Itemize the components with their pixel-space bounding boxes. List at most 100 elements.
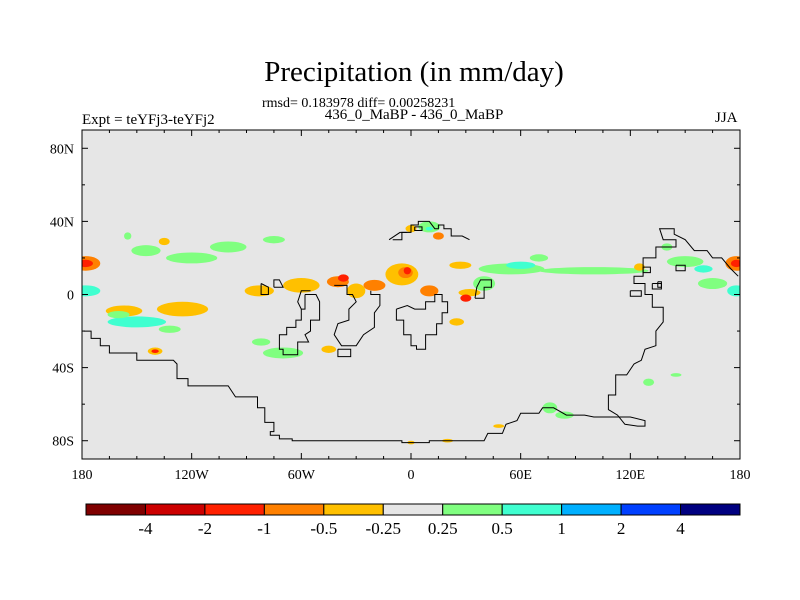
case-label: 436_0_MaBP - 436_0_MaBP	[324, 107, 504, 123]
coastline	[392, 220, 470, 241]
anomaly-region	[529, 254, 549, 262]
anomaly-region	[251, 338, 271, 346]
colorbar-label: 2	[617, 519, 626, 538]
anomaly-region	[321, 345, 337, 353]
coastline	[474, 279, 492, 299]
colorbar-box	[620, 503, 682, 516]
y-axis: 80N 40N 0 40S 80S	[50, 142, 740, 450]
anomaly-region	[283, 278, 320, 293]
coastline	[297, 290, 311, 310]
anomaly-region	[449, 318, 465, 326]
x-axis: 180 120W 60W 0 60E 120E 180	[72, 130, 751, 483]
coastline	[273, 279, 284, 288]
anomaly-region	[449, 261, 472, 269]
anomaly-region	[209, 241, 247, 253]
anomaly-region	[403, 267, 411, 275]
anomaly-region	[666, 256, 704, 268]
anomaly-region	[124, 232, 132, 240]
colorbar-label: 4	[676, 519, 685, 538]
anomaly-region	[670, 373, 682, 377]
coastline	[337, 348, 352, 358]
anomaly-region	[538, 267, 649, 275]
anomaly-region	[730, 259, 740, 268]
anomaly-region	[506, 261, 536, 269]
rmsd-diff-subtitle: rmsd= 0.183978 diff= 0.00258231	[262, 96, 456, 111]
coastline	[651, 283, 662, 290]
anomaly-region	[158, 325, 181, 333]
y-tick-label: 40N	[50, 215, 74, 230]
x-tick-label: 180	[730, 468, 751, 483]
colorbar-label: 0.5	[492, 519, 513, 538]
coastline	[657, 281, 662, 288]
anomaly-region	[82, 285, 101, 297]
x-tick-label: 180	[72, 468, 93, 483]
coastline	[642, 266, 651, 274]
anomaly-region	[166, 252, 218, 264]
anomaly-region	[107, 310, 130, 319]
anomaly-regions	[82, 221, 740, 445]
colorbar-box	[442, 503, 503, 516]
coastline	[395, 294, 449, 350]
colorbar-box	[561, 503, 622, 516]
colorbar-box	[263, 503, 325, 516]
anomaly-region	[244, 285, 274, 297]
colorbar-label: -0.25	[366, 519, 401, 538]
anomaly-region	[82, 259, 93, 268]
anomaly-region	[262, 236, 285, 244]
anomaly-region	[493, 424, 505, 428]
coastline	[278, 294, 321, 356]
colorbar-box	[680, 503, 741, 516]
y-tick-label: 0	[67, 289, 74, 304]
coastline	[260, 283, 269, 295]
anomaly-region	[555, 411, 574, 419]
anomaly-region	[337, 274, 349, 282]
anomaly-region	[727, 285, 740, 297]
colorbar-label: 0.25	[428, 519, 458, 538]
colorbar-box	[382, 503, 444, 516]
x-tick-label: 60W	[288, 468, 316, 483]
colorbar-label: 1	[557, 519, 566, 538]
anomaly-region	[363, 279, 386, 291]
anomaly-region	[107, 316, 167, 328]
colorbar-label: -1	[257, 519, 271, 538]
coastline	[414, 226, 423, 231]
anomaly-region	[158, 237, 170, 246]
season-label: JJA	[715, 110, 738, 126]
anomaly-region	[458, 289, 481, 297]
y-tick-label: 40S	[52, 362, 74, 377]
anomaly-region	[633, 263, 645, 271]
colorbar-box	[501, 503, 563, 516]
experiment-label: Expt = teYFj3-teYFj2	[82, 112, 215, 128]
anomaly-region	[425, 226, 433, 231]
y-tick-label: 80S	[52, 435, 74, 450]
coastline	[333, 284, 381, 347]
anomaly-region	[694, 265, 713, 273]
colorbar-label: -4	[138, 519, 153, 538]
coastlines	[83, 220, 739, 444]
anomaly-region	[151, 349, 159, 353]
coastline	[675, 264, 686, 272]
y-tick-label: 80N	[50, 142, 74, 157]
coastline	[83, 228, 739, 444]
anomaly-region	[420, 285, 439, 297]
anomaly-region	[697, 278, 728, 290]
anomaly-region	[460, 294, 472, 302]
chart-title: Precipitation (in mm/day)	[264, 56, 564, 88]
colorbar-box	[204, 503, 265, 516]
anomaly-region	[131, 245, 161, 257]
coastline	[629, 290, 642, 297]
anomaly-region	[432, 232, 444, 240]
colorbar-label: -2	[198, 519, 212, 538]
anomaly-region	[156, 301, 209, 317]
coastline	[388, 231, 408, 241]
colorbar-label: -0.5	[310, 519, 337, 538]
anomaly-region	[643, 378, 655, 386]
x-tick-label: 0	[408, 468, 415, 483]
colorbar-box	[144, 503, 206, 516]
x-tick-label: 60E	[509, 468, 532, 483]
x-tick-label: 120W	[175, 468, 210, 483]
colorbar-box	[323, 503, 384, 516]
colorbar-box	[85, 503, 146, 516]
